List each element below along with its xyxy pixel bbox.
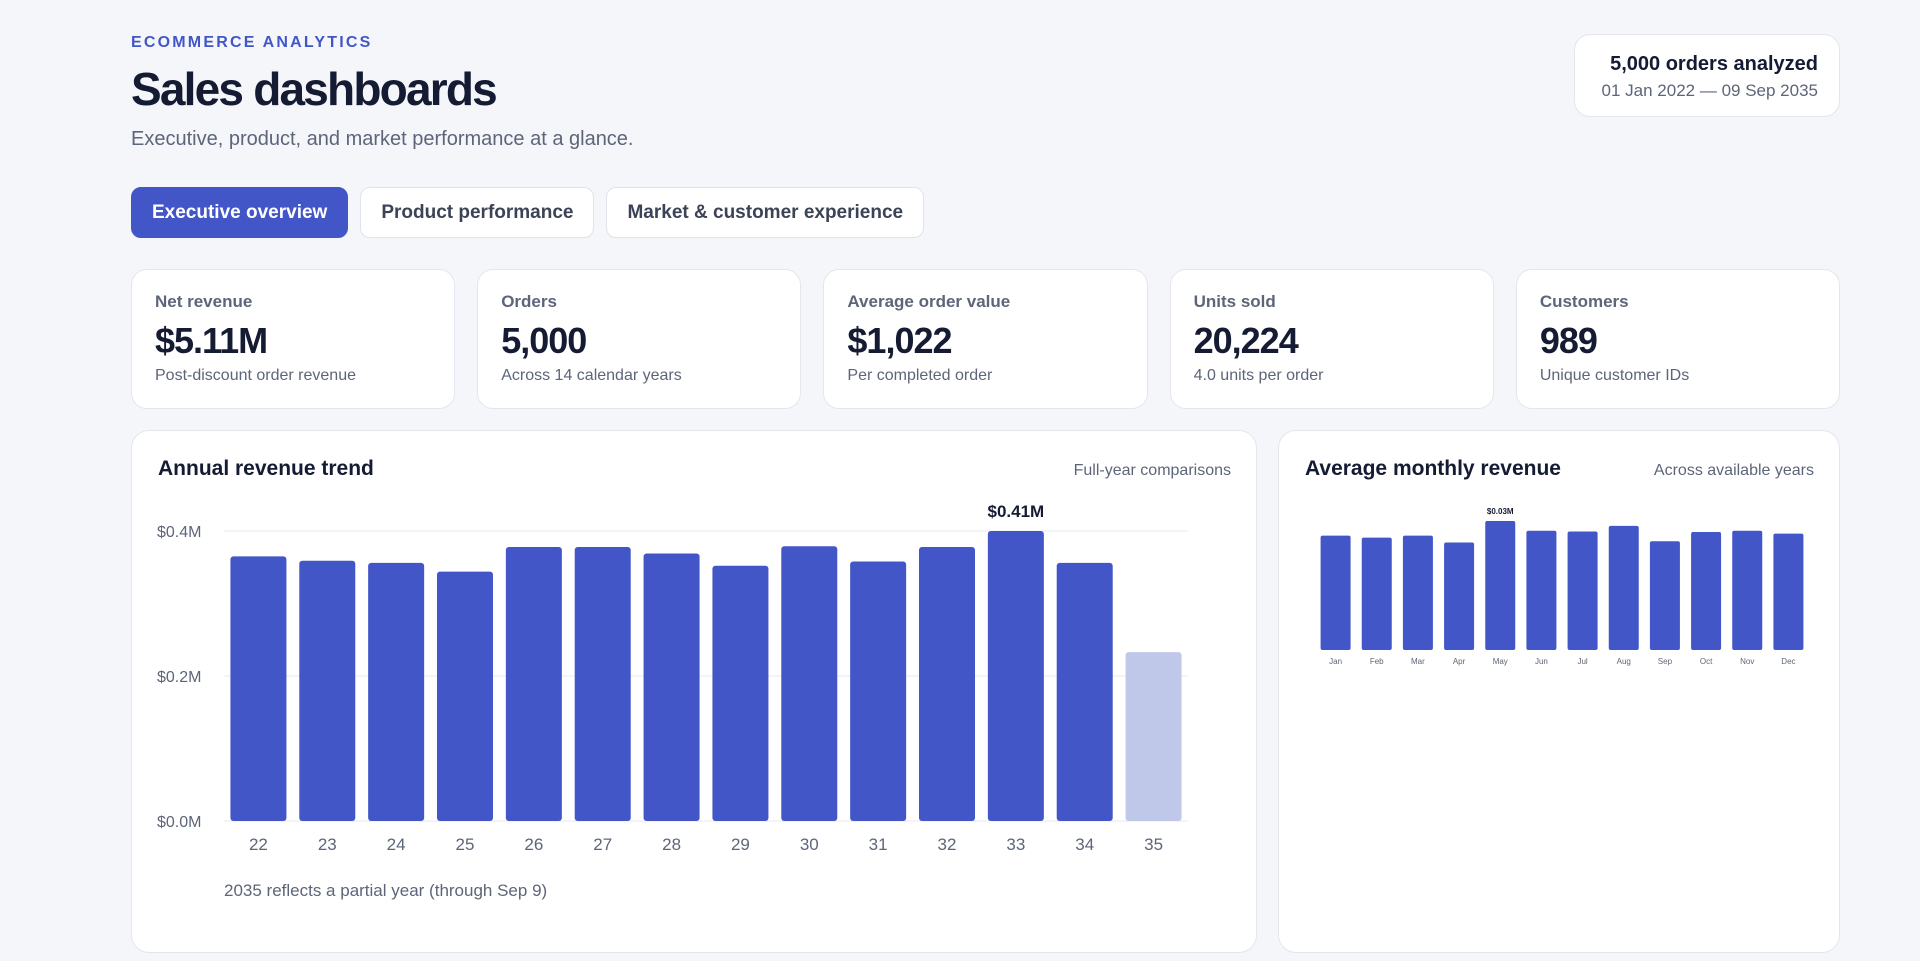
card-caption: Full-year comparisons <box>1073 462 1231 479</box>
kpi-note: Across 14 calendar years <box>501 367 682 384</box>
x-tick-label: Sep <box>1658 657 1673 666</box>
x-tick-label: Apr <box>1453 657 1466 666</box>
bar <box>1732 530 1763 650</box>
kpi-value: 989 <box>1539 320 1598 361</box>
tab-market-customer-experience[interactable]: Market & customer experience <box>606 187 925 238</box>
x-tick-label: 27 <box>593 835 612 854</box>
card-title: Average monthly revenue <box>1305 457 1561 480</box>
y-tick-label: $0.0M <box>157 814 201 831</box>
bar <box>781 546 838 821</box>
x-tick-label: Nov <box>1740 657 1754 666</box>
x-tick-label: Jun <box>1535 657 1548 666</box>
kpi-label: Net revenue <box>155 292 253 311</box>
x-tick-label: Feb <box>1370 657 1384 666</box>
date-range: 01 Jan 2022 — 09 Sep 2035 <box>1601 81 1818 100</box>
bar <box>712 565 769 821</box>
kpi-note: Per completed order <box>847 367 993 384</box>
bar <box>1320 535 1351 650</box>
bar <box>505 546 562 821</box>
x-tick-label: 26 <box>524 835 543 854</box>
x-tick-label: May <box>1493 657 1508 666</box>
x-tick-label: Aug <box>1617 657 1631 666</box>
tab-product-performance[interactable]: Product performance <box>360 187 595 238</box>
bar <box>1608 525 1639 650</box>
bar <box>643 553 700 821</box>
page-title: Sales dashboards <box>131 63 498 115</box>
x-tick-label: 31 <box>869 835 888 854</box>
kpi-row: Net revenue $5.11M Post-discount order r… <box>131 269 1841 409</box>
bar <box>1691 531 1722 650</box>
x-tick-label: 24 <box>387 835 406 854</box>
kpi-value: $5.11M <box>155 320 268 361</box>
x-tick-label: 25 <box>456 835 475 854</box>
x-tick-label: Oct <box>1700 657 1713 666</box>
kpi-note: 4.0 units per order <box>1193 367 1324 384</box>
bar <box>574 546 631 821</box>
kpi-customers: Customers 989 Unique customer IDs <box>1515 269 1841 409</box>
card-caption: Across available years <box>1653 462 1814 479</box>
kpi-label: Average order value <box>847 292 1011 311</box>
annual-revenue-card: $0.0M $0.2M $0.4M 22 23 24 25 26 27 28 29 30 31 32 33 $… <box>131 430 1257 953</box>
tab-executive-overview[interactable]: Executive overview <box>131 187 349 238</box>
kpi-value: $1,022 <box>847 320 952 361</box>
bar <box>1773 533 1804 650</box>
bar <box>1567 531 1598 650</box>
x-tick-label: Jan <box>1329 657 1342 666</box>
page-subtitle: Executive, product, and market performan… <box>131 128 634 150</box>
data-label: $0.03M <box>1487 507 1514 516</box>
y-tick-label: $0.2M <box>157 669 201 686</box>
kpi-note: Unique customer IDs <box>1539 367 1690 384</box>
dashboard: ECOMMERCE ANALYTICS Sales dashboards Exe… <box>131 0 1841 961</box>
annual-revenue-chart: $0.0M $0.2M $0.4M 22 23 24 25 26 27 28 29 30 31 32 33 $… <box>157 502 1188 854</box>
x-tick-label: Jul <box>1577 657 1587 666</box>
monthly-revenue-card: Jan Feb Mar Apr May $0.03M Jun Jul Aug Sep Oct Nov D… <box>1278 430 1840 953</box>
kpi-note: Post-discount order revenue <box>155 367 356 384</box>
bar <box>368 562 425 821</box>
kpi-orders: Orders 5,000 Across 14 calendar years <box>477 269 802 409</box>
kpi-units-sold: Units sold 20,224 4.0 units per order <box>1169 269 1494 409</box>
y-tick-label: $0.4M <box>157 524 201 541</box>
kpi-net-revenue: Net revenue $5.11M Post-discount order r… <box>131 269 456 409</box>
kpi-value: 20,224 <box>1193 320 1299 361</box>
bar <box>1056 562 1113 821</box>
x-tick-label: 28 <box>662 835 681 854</box>
data-label: $0.41M <box>988 502 1045 521</box>
eyebrow-label: ECOMMERCE ANALYTICS <box>131 34 373 51</box>
card-title: Annual revenue trend <box>158 457 374 480</box>
bar <box>1125 652 1182 821</box>
bar <box>1485 521 1516 650</box>
orders-analyzed: 5,000 orders analyzed <box>1610 53 1818 75</box>
x-tick-label: 22 <box>249 835 268 854</box>
kpi-average-order-value: Average order value $1,022 Per completed… <box>823 269 1148 409</box>
kpi-label: Units sold <box>1193 292 1276 311</box>
bar <box>299 560 356 821</box>
x-tick-label: 30 <box>800 835 819 854</box>
partial-year-footnote: 2035 reflects a partial year (through Se… <box>224 881 548 900</box>
x-tick-label: 33 <box>1006 835 1025 854</box>
x-tick-label: Mar <box>1411 657 1425 666</box>
x-tick-label: 29 <box>731 835 750 854</box>
x-tick-label: 35 <box>1144 835 1163 854</box>
x-tick-label: 32 <box>938 835 957 854</box>
orders-summary-card: 5,000 orders analyzed 01 Jan 2022 — 09 S… <box>1574 34 1840 117</box>
bar <box>1402 535 1433 650</box>
x-tick-label: 23 <box>318 835 337 854</box>
bar <box>1361 537 1392 650</box>
bar <box>437 571 493 821</box>
bar <box>1649 541 1680 650</box>
x-tick-label: Dec <box>1781 657 1795 666</box>
dashboard-tabs: Executive overview Product performance M… <box>131 187 925 238</box>
bar <box>850 561 907 821</box>
bar <box>987 531 1044 821</box>
kpi-label: Customers <box>1539 292 1629 311</box>
kpi-value: 5,000 <box>501 320 587 361</box>
kpi-label: Orders <box>501 292 557 311</box>
bar <box>919 546 975 821</box>
bar <box>230 556 287 821</box>
bar <box>1444 542 1475 650</box>
monthly-revenue-chart: Jan Feb Mar Apr May $0.03M Jun Jul Aug Sep Oct Nov D… <box>1320 507 1804 666</box>
bar <box>1526 530 1557 650</box>
x-tick-label: 34 <box>1075 835 1094 854</box>
